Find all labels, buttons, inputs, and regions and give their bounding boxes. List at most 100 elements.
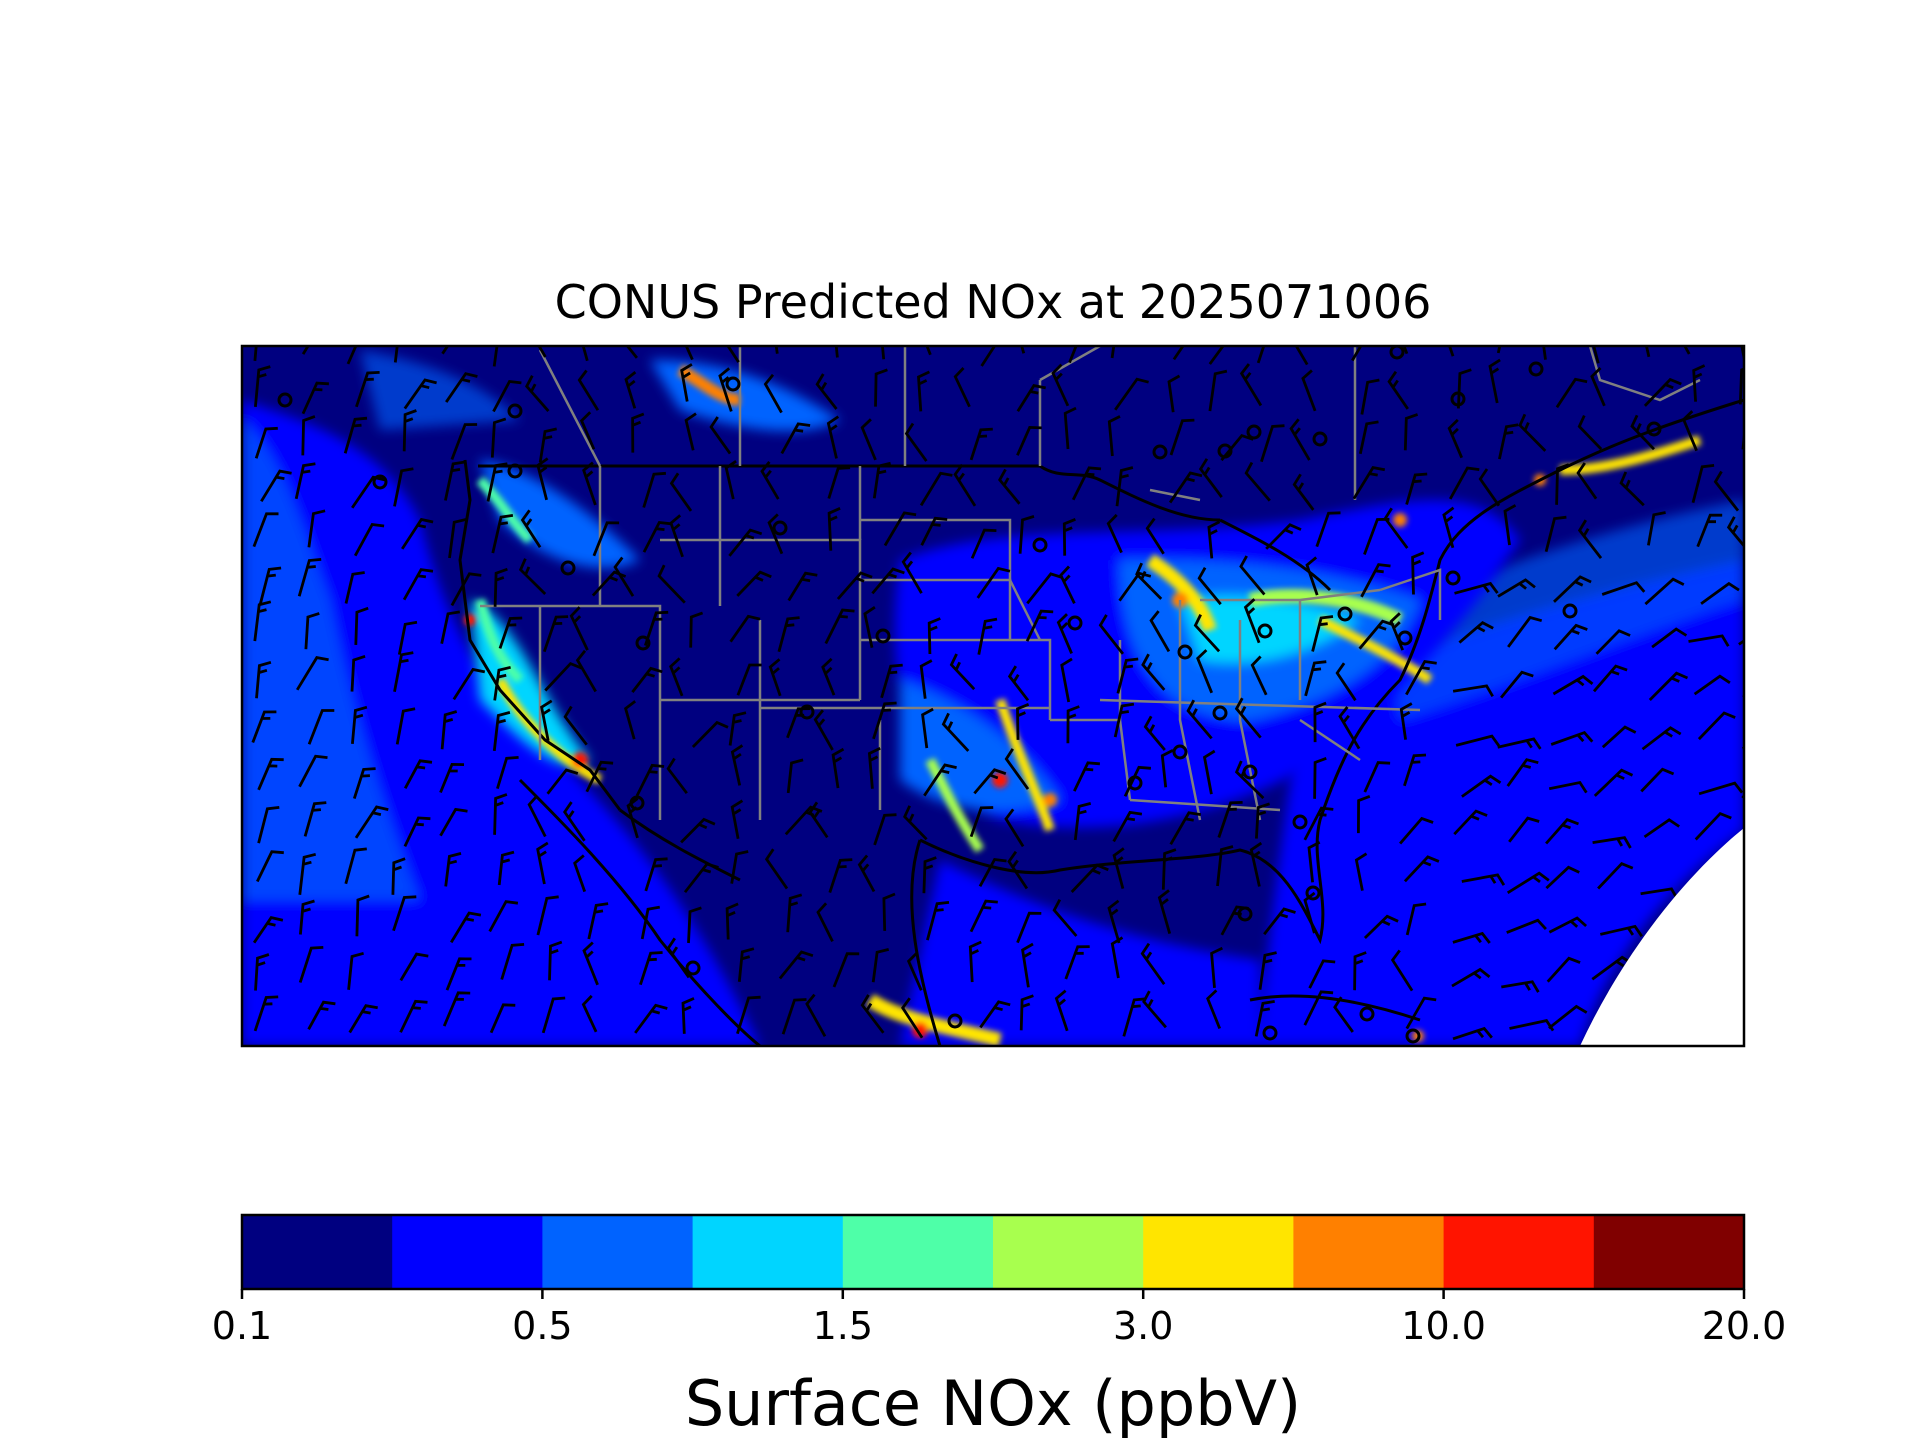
colorbar-bin [542, 1215, 694, 1289]
wind-barb [344, 571, 365, 604]
wind-barb [403, 759, 433, 789]
wind-barb [867, 746, 881, 789]
wind-barb [631, 666, 663, 693]
wind-barb [1107, 899, 1121, 944]
wind-barb [787, 571, 818, 602]
wind-barb [1455, 734, 1501, 747]
wind-barb [730, 799, 744, 840]
wind-barb [926, 901, 950, 941]
wind-barb [1358, 420, 1379, 455]
wind-barb [1207, 520, 1221, 559]
wind-barb [1358, 619, 1395, 650]
colorbar-tick-label: 3.0 [1113, 1304, 1173, 1348]
wind-barb [977, 617, 998, 655]
wind-barb [1542, 346, 1547, 360]
colorbar-label: Surface NOx (ppbV) [685, 1367, 1301, 1440]
wind-barb [1399, 816, 1434, 845]
wind-barb [1405, 996, 1437, 1030]
wind-barb [949, 653, 976, 691]
wind-barb [1452, 931, 1491, 944]
wind-barb [1691, 464, 1715, 504]
wind-barb [684, 346, 694, 361]
wind-barb [1503, 504, 1517, 546]
wind-barb [1007, 850, 1029, 890]
wind-barb [544, 661, 583, 692]
wind-barb [254, 953, 270, 991]
wind-barb [252, 916, 284, 944]
wind-barb [968, 940, 982, 983]
wind-barb [998, 468, 1021, 505]
wind-barb [297, 558, 322, 597]
wind-barb [577, 369, 600, 411]
wind-barb [919, 471, 953, 507]
wind-barb [730, 850, 749, 884]
wind-barb [1746, 964, 1786, 984]
wind-barb [1390, 949, 1414, 992]
wind-barb [257, 806, 280, 844]
wind-barb [737, 947, 755, 982]
wind-barb [824, 608, 855, 645]
wind-barb [1026, 572, 1063, 605]
wind-barb [786, 707, 811, 739]
wind-barb [493, 567, 508, 607]
wind-barb [1208, 346, 1225, 365]
map-panel [242, 346, 1786, 1046]
wind-barb [1352, 466, 1386, 500]
wind-barb [816, 902, 834, 943]
wind-barb [1599, 924, 1643, 938]
wind-barb [1681, 410, 1698, 452]
wind-barb [393, 651, 414, 692]
wind-barb [1016, 384, 1046, 412]
wind-barb [452, 667, 486, 701]
wind-barb [736, 995, 761, 1035]
wind-barb [969, 899, 998, 933]
colorbar-bin [993, 1215, 1144, 1289]
wind-barb [1501, 980, 1540, 993]
wind-barb [1697, 711, 1736, 741]
wind-barb [1143, 715, 1166, 751]
wind-barb [492, 346, 499, 367]
wind-barb [725, 902, 739, 940]
wind-barb [1742, 746, 1744, 750]
wind-barb [684, 412, 697, 451]
wind-barb [970, 528, 997, 559]
wind-barb [1738, 367, 1744, 405]
wind-barb [527, 794, 547, 838]
wind-barb [642, 471, 667, 508]
wind-barb [718, 367, 733, 412]
wind-barb [883, 511, 917, 547]
wind-barb [1601, 725, 1637, 749]
wind-barb [1239, 363, 1263, 407]
wind-barb [1004, 808, 1025, 848]
colorbar-bin [1143, 1215, 1294, 1289]
wind-barb [402, 568, 434, 601]
wind-barb [392, 895, 417, 932]
wind-barb [1073, 802, 1092, 841]
wind-barb [444, 852, 462, 887]
wind-barb [1255, 802, 1271, 839]
wind-barb [1206, 989, 1221, 1030]
wind-barb [689, 611, 704, 648]
wind-barb [450, 911, 482, 944]
wind-barb [687, 906, 702, 944]
wind-barb [901, 551, 923, 594]
wind-barb [1403, 753, 1427, 787]
wind-barb [1016, 911, 1042, 944]
wind-barb [874, 368, 888, 407]
wind-barb [1059, 565, 1076, 605]
wind-barb [1335, 662, 1357, 702]
wind-barb [1405, 902, 1427, 936]
colorbar-tick-label: 10.0 [1401, 1304, 1486, 1348]
wind-barb [1405, 472, 1428, 505]
wind-barb [1239, 555, 1266, 596]
wind-barb [1518, 413, 1547, 452]
wind-barb [1198, 458, 1223, 498]
wind-barb [298, 852, 317, 895]
wind-barb [1115, 466, 1134, 507]
wind-barb [582, 941, 599, 986]
wind-barb [1018, 515, 1035, 554]
wind-barb [1452, 1026, 1493, 1041]
wind-barb [1488, 358, 1501, 404]
wind-barb [923, 763, 957, 797]
wind-barb [1054, 989, 1069, 1032]
